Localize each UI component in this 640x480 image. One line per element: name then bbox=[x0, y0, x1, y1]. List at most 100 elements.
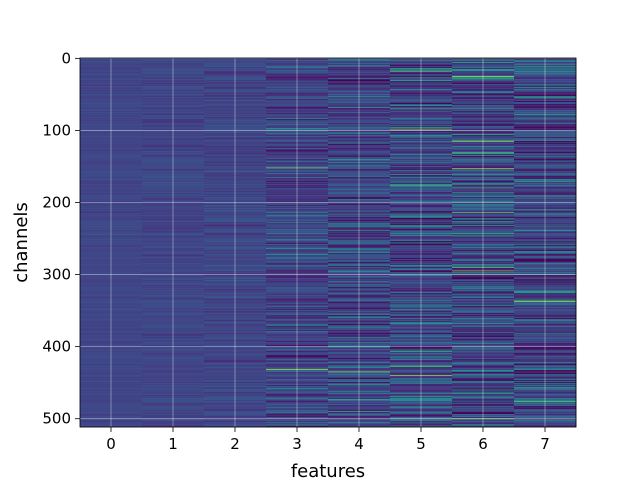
heatmap-cell bbox=[514, 210, 577, 212]
heatmap-cell bbox=[80, 148, 143, 150]
heatmap-cell bbox=[514, 392, 577, 394]
heatmap-cell bbox=[390, 243, 453, 245]
heatmap-cell bbox=[204, 323, 267, 325]
heatmap-cell bbox=[328, 261, 391, 263]
heatmap-cell bbox=[80, 411, 143, 413]
heatmap-cell bbox=[204, 119, 267, 121]
heatmap-cell bbox=[204, 383, 267, 385]
heatmap-cell bbox=[142, 160, 205, 162]
heatmap-cell bbox=[452, 347, 515, 349]
heatmap-cell bbox=[514, 335, 577, 337]
heatmap-cell bbox=[80, 340, 143, 342]
heatmap-cell bbox=[204, 74, 267, 76]
heatmap-cell bbox=[328, 106, 391, 108]
heatmap-cell bbox=[80, 177, 143, 179]
heatmap-cell bbox=[390, 335, 453, 337]
heatmap-cell bbox=[204, 187, 267, 189]
heatmap-cell bbox=[266, 423, 329, 425]
heatmap-cell bbox=[142, 390, 205, 392]
heatmap-cell bbox=[204, 268, 267, 270]
heatmap-cell bbox=[390, 297, 453, 300]
heatmap-cell bbox=[266, 152, 329, 154]
heatmap-cell bbox=[266, 398, 329, 400]
heatmap-cell bbox=[328, 264, 391, 266]
heatmap-cell bbox=[390, 377, 453, 379]
heatmap-cell bbox=[80, 68, 143, 70]
heatmap-cell bbox=[514, 88, 577, 90]
heatmap-cell bbox=[266, 218, 329, 220]
heatmap-cell bbox=[514, 223, 577, 225]
heatmap-cell bbox=[266, 351, 329, 353]
heatmap-cell bbox=[514, 228, 577, 230]
heatmap-cell bbox=[142, 252, 205, 254]
heatmap-cell bbox=[204, 396, 267, 398]
heatmap-cell bbox=[452, 68, 515, 70]
heatmap-cell bbox=[266, 243, 329, 245]
heatmap-cell bbox=[204, 194, 267, 196]
heatmap-cell bbox=[142, 163, 205, 165]
heatmap-cell bbox=[390, 267, 453, 269]
heatmap-cell bbox=[390, 404, 453, 406]
heatmap-cell bbox=[204, 314, 267, 316]
heatmap-cell bbox=[514, 425, 577, 427]
heatmap-cell bbox=[142, 166, 205, 168]
heatmap-cell bbox=[266, 233, 329, 235]
heatmap-cell bbox=[390, 256, 453, 258]
heatmap-cell bbox=[390, 117, 453, 119]
heatmap-cell bbox=[266, 231, 329, 233]
heatmap-cell bbox=[80, 333, 143, 335]
heatmap-cell bbox=[328, 260, 391, 262]
heatmap-cell bbox=[80, 239, 143, 241]
heatmap-cell bbox=[390, 211, 453, 213]
heatmap-cell bbox=[266, 240, 329, 242]
heatmap-cell bbox=[142, 321, 205, 323]
heatmap-cell bbox=[266, 418, 329, 420]
heatmap-cell bbox=[266, 109, 329, 111]
heatmap-cell bbox=[80, 84, 143, 86]
heatmap-cell bbox=[266, 347, 329, 349]
heatmap-cell bbox=[142, 231, 205, 233]
heatmap-cell bbox=[514, 355, 577, 357]
heatmap-cell bbox=[204, 281, 267, 283]
heatmap-cell bbox=[328, 138, 391, 140]
heatmap-cell bbox=[80, 247, 143, 249]
heatmap-cell bbox=[328, 228, 391, 230]
heatmap-cell bbox=[514, 367, 577, 369]
heatmap-cell bbox=[204, 197, 267, 199]
heatmap-cell bbox=[514, 256, 577, 258]
heatmap-cell bbox=[266, 227, 329, 229]
heatmap-cell bbox=[452, 225, 515, 227]
heatmap-cell bbox=[514, 354, 577, 356]
heatmap-cell bbox=[204, 398, 267, 400]
heatmap-cell bbox=[514, 153, 577, 155]
heatmap-cell bbox=[514, 109, 577, 111]
heatmap-cell bbox=[204, 236, 267, 238]
heatmap-cell bbox=[452, 364, 515, 366]
heatmap-cell bbox=[266, 425, 329, 427]
heatmap-cell bbox=[266, 204, 329, 206]
heatmap-cell bbox=[390, 70, 453, 72]
heatmap-cell bbox=[204, 336, 267, 338]
heatmap-cell bbox=[142, 237, 205, 239]
heatmap-cell bbox=[514, 110, 577, 112]
heatmap-cell bbox=[142, 158, 205, 160]
heatmap-cell bbox=[452, 161, 515, 163]
heatmap-cell bbox=[328, 128, 391, 130]
heatmap-cell bbox=[142, 347, 205, 349]
heatmap-cell bbox=[142, 254, 205, 256]
heatmap-cell bbox=[204, 289, 267, 291]
heatmap-cell bbox=[266, 143, 329, 145]
heatmap-cell bbox=[328, 385, 391, 387]
heatmap-cell bbox=[80, 170, 143, 172]
heatmap-cell bbox=[452, 333, 515, 335]
heatmap-cell bbox=[514, 398, 577, 400]
heatmap-cell bbox=[328, 196, 391, 198]
heatmap-cell bbox=[328, 79, 391, 81]
heatmap-cell bbox=[452, 365, 515, 367]
heatmap-cell bbox=[142, 302, 205, 304]
heatmap-cell bbox=[204, 243, 267, 245]
heatmap-cell bbox=[328, 253, 391, 255]
heatmap-cell bbox=[266, 274, 329, 276]
heatmap-cell bbox=[266, 74, 329, 76]
heatmap-cell bbox=[142, 409, 205, 411]
